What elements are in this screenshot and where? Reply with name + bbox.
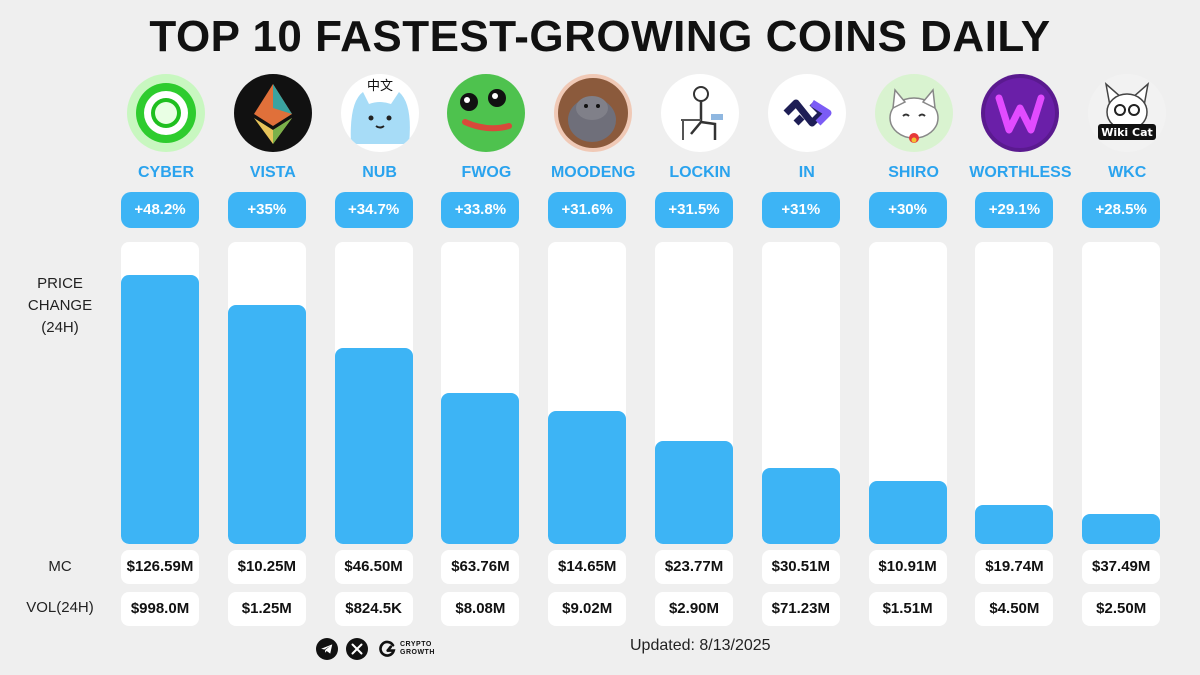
coin-column-moodeng: MOODENG +31.6% $14.65M $9.02M xyxy=(548,74,638,634)
brand-line-2: GROWTH xyxy=(400,649,435,656)
price-change-badge: +31% xyxy=(761,192,840,228)
page-title: TOP 10 FASTEST-GROWING COINS DAILY xyxy=(149,12,1051,61)
vol-value: $1.25M xyxy=(227,592,306,626)
price-change-badge: +30% xyxy=(868,192,947,228)
mc-value: $126.59M xyxy=(121,550,199,584)
bar xyxy=(975,505,1054,544)
mc-value: $14.65M xyxy=(548,550,627,584)
telegram-icon[interactable] xyxy=(316,638,338,660)
bar-track xyxy=(334,242,413,544)
vol-value: $9.02M xyxy=(548,592,627,626)
coin-symbol: FWOG xyxy=(461,164,512,181)
vol-value: $2.50M xyxy=(1082,592,1161,626)
lockin-sitting-man-icon xyxy=(661,74,739,152)
vol-value: $4.50M xyxy=(975,592,1054,626)
price-change-badge: +31.5% xyxy=(655,192,733,228)
svg-text:中文: 中文 xyxy=(367,79,393,94)
coin-symbol: LOCKIN xyxy=(669,164,731,181)
coin-column-worthless: WORTHLESS +29.1% $19.74M $4.50M xyxy=(969,74,1072,634)
price-change-badge: +33.8% xyxy=(441,192,520,228)
bar-track xyxy=(441,242,520,544)
bar xyxy=(655,441,733,544)
crypto-growth-logo-icon xyxy=(379,640,396,657)
bar xyxy=(868,481,947,544)
in-infinity-icon xyxy=(767,74,846,152)
wiki-cat-icon: Wiki Cat xyxy=(1088,74,1167,152)
price-change-label: PRICE CHANGE (24H) xyxy=(27,275,93,336)
updated-timestamp: Updated: 8/13/2025 xyxy=(630,637,771,654)
mc-value: $10.91M xyxy=(868,550,947,584)
crypto-growth-brand: CRYPTO GROWTH xyxy=(378,640,435,658)
mc-value: $10.25M xyxy=(227,550,306,584)
mc-value: $46.50M xyxy=(334,550,413,584)
bar-track xyxy=(121,242,199,544)
worthless-w-icon xyxy=(981,74,1060,152)
coin-symbol: WKC xyxy=(1108,164,1147,181)
x-icon[interactable] xyxy=(346,638,368,660)
vol-label: VOL(24H) xyxy=(26,599,94,616)
bar-track xyxy=(227,242,306,544)
mc-value: $37.49M xyxy=(1082,550,1161,584)
bar xyxy=(548,411,627,544)
vol-value: $71.23M xyxy=(761,592,840,626)
bar xyxy=(227,305,306,544)
bar xyxy=(334,348,413,544)
coin-column-wkc: Wiki Cat WKC +28.5% $37.49M $2.50M xyxy=(1082,74,1172,634)
coin-column-lockin: LOCKIN +31.5% $23.77M $2.90M xyxy=(655,74,745,634)
vol-value: $1.51M xyxy=(868,592,947,626)
footer-icons: CRYPTO GROWTH xyxy=(316,637,435,661)
bar-track xyxy=(975,242,1054,544)
nub-cat-icon: 中文 xyxy=(340,74,419,152)
price-change-badge: +31.6% xyxy=(548,192,627,228)
mc-label: MC xyxy=(48,558,72,575)
coin-column-cyber: CYBER +48.2% $126.59M $998.0M xyxy=(121,74,211,634)
bar-track xyxy=(655,242,733,544)
coin-symbol: SHIRO xyxy=(888,164,939,181)
coin-symbol: WORTHLESS xyxy=(969,164,1072,181)
price-change-badge: +34.7% xyxy=(334,192,413,228)
mc-value: $19.74M xyxy=(975,550,1054,584)
price-change-badge: +35% xyxy=(227,192,306,228)
bar xyxy=(441,393,520,544)
coin-symbol: IN xyxy=(798,164,815,181)
bar xyxy=(121,275,199,544)
coin-symbol: VISTA xyxy=(249,164,296,181)
price-change-badge: +29.1% xyxy=(975,192,1054,228)
coin-symbol: CYBER xyxy=(137,164,194,181)
bar-track xyxy=(868,242,947,544)
fwog-frog-icon xyxy=(447,74,526,152)
moodeng-hippo-icon xyxy=(554,74,633,152)
shiro-cat-icon xyxy=(874,74,953,152)
price-change-badge: +28.5% xyxy=(1082,192,1161,228)
coin-column-vista: VISTA +35% $10.25M $1.25M xyxy=(227,74,318,634)
vista-diamond-icon xyxy=(233,74,312,152)
cyber-ring-icon xyxy=(127,74,205,152)
vol-value: $824.5K xyxy=(334,592,413,626)
vol-value: $2.90M xyxy=(655,592,733,626)
bar xyxy=(761,468,840,544)
vol-value: $998.0M xyxy=(121,592,199,626)
price-change-badge: +48.2% xyxy=(121,192,199,228)
bar-track xyxy=(761,242,840,544)
bar-track xyxy=(548,242,627,544)
svg-text:Wiki Cat: Wiki Cat xyxy=(1101,126,1153,139)
coin-symbol: MOODENG xyxy=(550,164,636,181)
coin-column-fwog: FWOG +33.8% $63.76M $8.08M xyxy=(441,74,531,634)
bar xyxy=(1082,514,1161,544)
mc-value: $30.51M xyxy=(761,550,840,584)
brand-line-1: CRYPTO xyxy=(400,641,432,648)
coin-column-shiro: SHIRO +30% $10.91M $1.51M xyxy=(868,74,959,634)
bar-track xyxy=(1082,242,1161,544)
vol-value: $8.08M xyxy=(441,592,520,626)
mc-value: $63.76M xyxy=(441,550,520,584)
coin-column-nub: 中文 NUB +34.7% $46.50M $824.5K xyxy=(334,74,425,634)
coin-symbol: NUB xyxy=(362,164,397,181)
mc-value: $23.77M xyxy=(655,550,733,584)
coin-column-in: IN +31% $30.51M $71.23M xyxy=(761,74,852,634)
